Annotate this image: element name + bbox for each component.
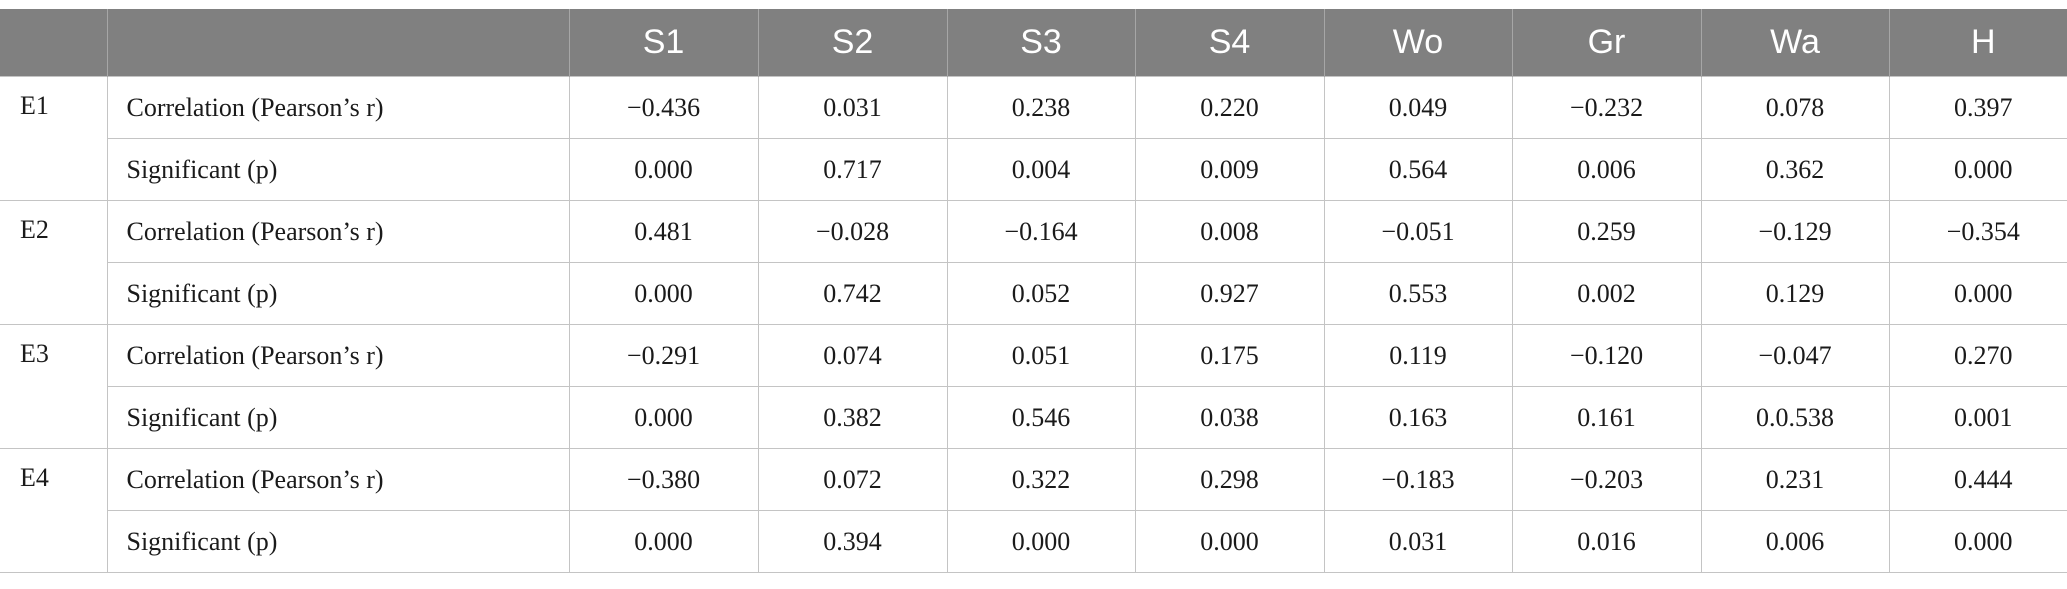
table-row: E1 Correlation (Pearson’s r) −0.436 0.031 0.…	[0, 76, 2067, 201]
table-cell: 0.270	[1888, 324, 2067, 387]
table-cell: 0.006	[1511, 138, 1702, 201]
table-cell: 0.394	[757, 510, 948, 573]
table-cell: 0.016	[1511, 510, 1702, 573]
table-cell: 0.298	[1134, 448, 1325, 511]
table-cell: 0.051	[946, 324, 1136, 387]
table-cell: 0.049	[1323, 76, 1513, 139]
table-cell: 0.175	[1134, 324, 1325, 387]
table-cell: 0.119	[1323, 324, 1513, 387]
header-cell-s3: S3	[946, 9, 1135, 77]
table-cell: 0.444	[1888, 448, 2067, 511]
row-measure-label: Correlation (Pearson’s r)	[106, 200, 570, 263]
table-cell: 0.000	[568, 510, 759, 573]
table-body: E1 Correlation (Pearson’s r) −0.436 0.031 0.…	[0, 76, 2067, 573]
table-cell: 0.717	[757, 138, 948, 201]
table-cell: 0.000	[1134, 510, 1325, 573]
table-header: S1 S2 S3 S4 Wo Gr Wa H	[0, 9, 2067, 77]
correlation-table: S1 S2 S3 S4 Wo Gr Wa H E1 Correlation (Pe…	[0, 9, 2067, 573]
table-cell: 0.009	[1134, 138, 1325, 201]
table-cell: 0.259	[1511, 200, 1702, 263]
table-cell: 0.564	[1323, 138, 1513, 201]
table-cell: 0.546	[946, 386, 1136, 449]
table-cell: 0.553	[1323, 262, 1513, 325]
row-measure-label: Correlation (Pearson’s r)	[106, 448, 570, 511]
table-cell: −0.380	[568, 448, 759, 511]
table-row: E3 Correlation (Pearson’s r) −0.291 0.074 0.…	[0, 324, 2067, 449]
table-cell: 0.004	[946, 138, 1136, 201]
table-cell: 0.000	[1888, 510, 2067, 573]
table-cell: 0.008	[1134, 200, 1325, 263]
table-cell: 0.397	[1888, 76, 2067, 139]
table-cell: 0.074	[757, 324, 948, 387]
table-cell: 0.0.538	[1700, 386, 1890, 449]
table-cell: 0.031	[1323, 510, 1513, 573]
table-cell: −0.164	[946, 200, 1136, 263]
table-cell: 0.163	[1323, 386, 1513, 449]
row-measure-label: Correlation (Pearson’s r)	[106, 324, 570, 387]
table-cell: 0.382	[757, 386, 948, 449]
table-cell: 0.072	[757, 448, 948, 511]
row-measure-label: Significant (p)	[107, 386, 570, 449]
row-measure-label: Significant (p)	[107, 262, 570, 325]
table-cell: −0.051	[1323, 200, 1513, 263]
table-cell: 0.129	[1700, 262, 1890, 325]
table-cell: 0.031	[757, 76, 948, 139]
row-measure-label: Correlation (Pearson’s r)	[106, 76, 570, 139]
table-cell: −0.354	[1888, 200, 2067, 263]
table-cell: −0.129	[1700, 200, 1890, 263]
table-cell: 0.001	[1888, 386, 2067, 449]
table-cell: 0.052	[946, 262, 1136, 325]
row-measure-label: Significant (p)	[107, 138, 570, 201]
header-cell-h: H	[1888, 9, 2067, 77]
header-cell-group	[0, 9, 107, 77]
table-row: Significant (p) 0.000 0.394 0.000 0.000 0.031…	[0, 510, 2067, 573]
header-cell-s4: S4	[1134, 9, 1324, 77]
row-group-label: E1	[0, 76, 108, 201]
table-row: Significant (p) 0.000 0.742 0.052 0.927 0.553…	[0, 262, 2067, 325]
table-row: Significant (p) 0.000 0.382 0.546 0.038 0.163…	[0, 386, 2067, 449]
table-row: E4 Correlation (Pearson’s r) −0.380 0.072 0.…	[0, 448, 2067, 573]
header-cell-measure	[106, 9, 569, 77]
table-cell: −0.047	[1700, 324, 1890, 387]
table-cell: −0.203	[1511, 448, 1702, 511]
table-cell: −0.291	[568, 324, 759, 387]
header-cell-s2: S2	[757, 9, 947, 77]
table-row: E2 Correlation (Pearson’s r) 0.481 −0.028 −0…	[0, 200, 2067, 325]
table-cell: 0.231	[1700, 448, 1890, 511]
row-measure-label: Significant (p)	[107, 510, 570, 573]
table-cell: −0.183	[1323, 448, 1513, 511]
header-cell-s1: S1	[568, 9, 758, 77]
table-cell: 0.000	[1888, 262, 2067, 325]
table-cell: 0.161	[1511, 386, 1702, 449]
table-cell: 0.362	[1700, 138, 1890, 201]
row-group-label: E3	[0, 324, 108, 449]
table-cell: −0.120	[1511, 324, 1702, 387]
table-cell: 0.000	[946, 510, 1136, 573]
table-cell: 0.000	[1888, 138, 2067, 201]
header-cell-wa: Wa	[1700, 9, 1889, 77]
table-cell: 0.000	[568, 386, 759, 449]
table-cell: 0.006	[1700, 510, 1890, 573]
table-cell: 0.220	[1134, 76, 1325, 139]
table-cell: 0.322	[946, 448, 1136, 511]
table-cell: −0.436	[568, 76, 759, 139]
table-cell: 0.000	[568, 138, 759, 201]
table-cell: 0.742	[757, 262, 948, 325]
row-group-label: E2	[0, 200, 108, 325]
table-cell: 0.000	[568, 262, 759, 325]
table-row: Significant (p) 0.000 0.717 0.004 0.009 0.564…	[0, 138, 2067, 201]
header-cell-gr: Gr	[1511, 9, 1701, 77]
table-cell: 0.002	[1511, 262, 1702, 325]
row-group-label: E4	[0, 448, 108, 573]
header-row: S1 S2 S3 S4 Wo Gr Wa H	[0, 9, 2067, 77]
table-cell: 0.078	[1700, 76, 1890, 139]
table-cell: −0.232	[1511, 76, 1702, 139]
table-cell: 0.238	[946, 76, 1136, 139]
header-cell-wo: Wo	[1323, 9, 1512, 77]
table-cell: 0.927	[1134, 262, 1325, 325]
table-cell: −0.028	[757, 200, 948, 263]
table-cell: 0.038	[1134, 386, 1325, 449]
table-cell: 0.481	[568, 200, 759, 263]
